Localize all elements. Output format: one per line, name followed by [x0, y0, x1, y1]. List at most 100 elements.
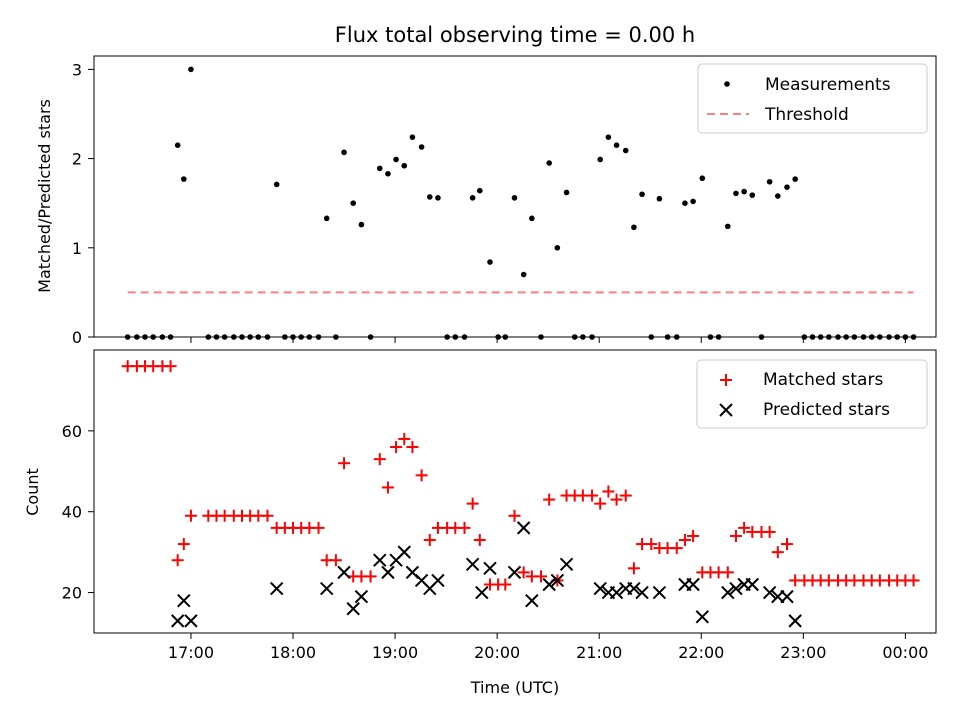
matched-star-point [473, 534, 486, 547]
measurement-point [273, 181, 280, 188]
measurement-point [511, 195, 518, 201]
matched-star-point [586, 489, 599, 502]
predicted-star-point [695, 610, 709, 624]
bottom-x-tick-label: 17:00 [168, 643, 214, 662]
top-panel: Flux total observing time = 0.00 h Match… [35, 23, 937, 347]
measurement-point [476, 187, 483, 194]
top-chart-title: Flux total observing time = 0.00 h [335, 23, 695, 47]
matched-star-point [678, 534, 691, 547]
top-y-tick-label: 1 [72, 239, 82, 258]
measurement-point [682, 200, 688, 206]
top-legend: Measurements Threshold [697, 63, 928, 134]
predicted-star-point [652, 585, 667, 600]
measurement-point [766, 178, 773, 185]
predicted-star-point [475, 585, 489, 600]
legend-matched-label: Matched stars [763, 370, 883, 390]
legend-measurements-marker [724, 81, 730, 87]
bottom-x-tick-label: 21:00 [576, 643, 622, 662]
bottom-y-tick-label: 60 [62, 422, 82, 441]
predicted-star-point [721, 585, 735, 600]
predicted-star-point [686, 577, 700, 592]
predicted-star-point [465, 557, 480, 571]
predicted-star-point [762, 585, 777, 600]
matched-star-point [610, 493, 623, 506]
predicted-star-point [354, 589, 369, 604]
measurement-point [724, 223, 731, 230]
predicted-star-point [269, 581, 284, 596]
measurement-point [181, 176, 187, 182]
matched-star-point [645, 538, 658, 551]
matched-star-point [721, 566, 734, 579]
matched-star-point [423, 534, 436, 547]
matched-star-point [184, 509, 197, 522]
matched-star-point [381, 481, 394, 494]
measurement-point [487, 259, 493, 265]
predicted-star-point [559, 557, 574, 571]
legend-matched-marker [720, 374, 732, 386]
top-y-tick-label: 3 [72, 60, 82, 79]
matched-star-point [364, 570, 377, 583]
measurement-point [613, 142, 620, 149]
measurement-point [622, 147, 629, 154]
matched-star-point [499, 578, 512, 591]
predicted-star-point [609, 585, 624, 600]
predicted-star-point [729, 581, 743, 596]
matched-star-point [780, 538, 793, 551]
predicted-star-point [788, 614, 802, 628]
bottom-x-tick-label: 23:00 [780, 643, 826, 662]
matched-star-point [466, 497, 479, 510]
legend-measurements-label: Measurements [765, 75, 891, 95]
legend-predicted-marker [719, 403, 733, 417]
bottom-legend: Matched stars Predicted stars [696, 359, 928, 429]
measurement-point [435, 195, 441, 201]
measurement-point [385, 170, 391, 177]
bottom-y-tick-label: 40 [62, 503, 82, 522]
predicted-star-point [507, 565, 522, 580]
predicted-star-point [397, 545, 411, 559]
bottom-x-tick-label: 19:00 [372, 643, 418, 662]
measurement-point [792, 176, 798, 182]
matched-star-point [619, 489, 632, 502]
measurement-point [469, 195, 476, 201]
matched-star-point [687, 529, 700, 542]
measurement-point [784, 184, 790, 190]
predicted-star-point [319, 581, 334, 596]
predicted-star-point [431, 573, 445, 588]
bottom-panel: Count Time (UTC) 17:00 18:00 19:00 20:00 21:… [23, 349, 937, 697]
matched-star-point [771, 546, 784, 559]
predicted-star-point [373, 553, 387, 567]
measurement-point [341, 149, 347, 156]
bottom-y-axis-label: Count [23, 468, 42, 516]
matched-star-point [177, 538, 190, 551]
predicted-star-point [170, 614, 185, 628]
matched-star-point [171, 554, 184, 567]
measurement-point [554, 244, 561, 251]
measurement-point [741, 188, 747, 195]
matched-star-point [261, 509, 274, 522]
bottom-x-axis-label: Time (UTC) [470, 678, 559, 697]
predicted-star-point [745, 577, 759, 592]
measurement-point [639, 191, 645, 198]
measurement-point [563, 189, 570, 196]
measurement-point [529, 215, 535, 222]
matched-star-point [164, 360, 177, 373]
matched-star-point [338, 457, 351, 470]
predicted-star-point [516, 521, 531, 535]
measurement-point [597, 156, 604, 163]
matched-star-point [602, 485, 615, 498]
predicted-star-point [627, 581, 641, 596]
predicted-star-point [177, 593, 191, 608]
measurement-point [426, 194, 433, 200]
top-y-tick-label: 2 [72, 150, 82, 169]
predicted-star-point [635, 585, 649, 600]
matched-star-point [517, 566, 530, 579]
measurement-point [376, 165, 383, 172]
measurement-point [393, 156, 399, 163]
top-legend-box [697, 63, 928, 134]
matched-star-point [763, 525, 776, 538]
matched-star-point [329, 554, 342, 567]
measurement-point [520, 271, 527, 278]
predicted-star-point [381, 565, 395, 580]
predicted-star-point [346, 602, 360, 616]
